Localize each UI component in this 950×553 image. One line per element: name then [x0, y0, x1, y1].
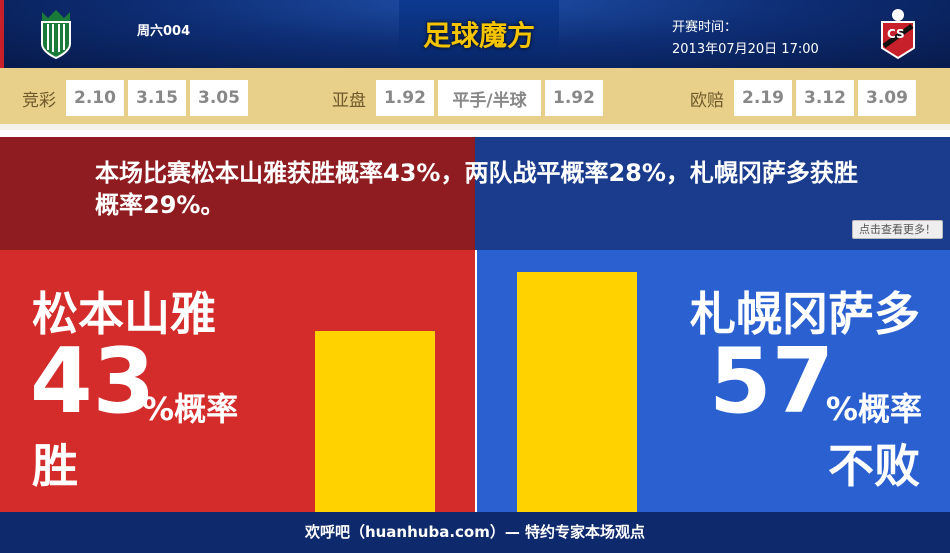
odds-value: 3.09 — [858, 80, 916, 116]
handicap-value: 平手/半球 — [438, 80, 541, 116]
jingcai-odds: 竞彩 2.10 3.15 3.05 — [22, 80, 248, 116]
odds-value: 1.92 — [545, 80, 603, 116]
away-percent: 57 — [709, 329, 835, 434]
home-percent: 43 — [30, 329, 156, 434]
odds-bar: 竞彩 2.10 3.15 3.05 亚盘 1.92 平手/半球 1.92 欧赔 … — [0, 68, 950, 130]
prediction-message: 本场比赛松本山雅获胜概率43%，两队战平概率28%，札幌冈萨多获胜概率29%。 — [95, 159, 858, 219]
home-percent-unit: %概率 — [142, 390, 239, 428]
kickoff-time: 2013年07月20日 17:00 — [672, 42, 819, 57]
message-bg-home — [0, 137, 475, 250]
odds-value: 2.19 — [734, 80, 792, 116]
home-team-name: 松本山雅 — [32, 287, 216, 341]
odds-value: 3.15 — [128, 80, 186, 116]
away-panel: 札幌冈萨多 57 %概率 不败 — [475, 250, 950, 512]
footer: 欢呼吧（huanhuba.com）— 特约专家本场观点 — [0, 512, 950, 553]
match-number: 周六004 — [137, 24, 191, 39]
jingcai-label: 竞彩 — [22, 90, 56, 111]
away-outcome: 不败 — [828, 439, 920, 493]
away-probability-bar — [517, 272, 637, 512]
odds-value: 3.12 — [796, 80, 854, 116]
brand-logo: 足球魔方 — [399, 0, 559, 68]
header: 周六004 足球魔方 开赛时间： 2013年07月20日 17:00 CS — [0, 0, 950, 68]
home-team-logo-icon — [41, 10, 71, 60]
odds-value: 2.10 — [66, 80, 124, 116]
home-outcome: 胜 — [32, 439, 78, 493]
kickoff-label: 开赛时间： — [672, 20, 738, 35]
odds-value: 3.05 — [190, 80, 248, 116]
yapan-odds: 亚盘 1.92 平手/半球 1.92 — [332, 80, 603, 116]
away-percent-unit: %概率 — [825, 390, 922, 428]
home-probability-bar — [315, 330, 435, 512]
oupei-label: 欧赔 — [690, 90, 724, 111]
away-team-name: 札幌冈萨多 — [690, 287, 920, 341]
away-team-logo-icon: CS — [881, 9, 915, 60]
svg-text:CS: CS — [887, 27, 905, 41]
odds-value: 1.92 — [376, 80, 434, 116]
yapan-label: 亚盘 — [332, 90, 366, 111]
oupei-odds: 欧赔 2.19 3.12 3.09 — [690, 80, 916, 116]
view-more-button[interactable]: 点击查看更多！ — [852, 220, 943, 239]
home-panel: 松本山雅 43 %概率 胜 — [0, 250, 475, 512]
